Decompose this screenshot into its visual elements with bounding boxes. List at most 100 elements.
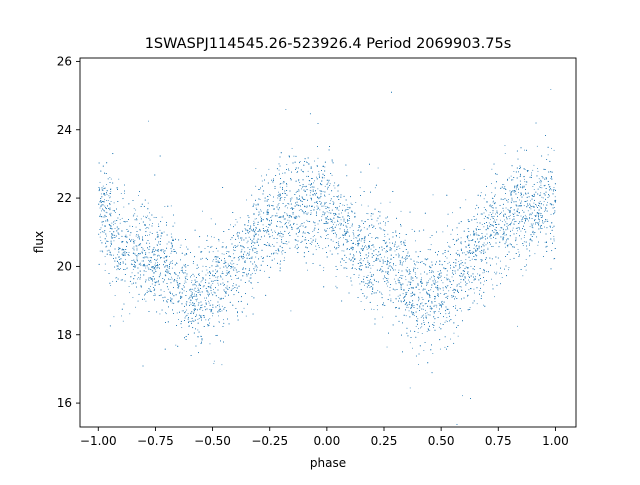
data-point xyxy=(409,387,411,389)
data-point xyxy=(101,216,103,218)
data-point xyxy=(371,308,372,310)
data-point xyxy=(337,241,339,243)
data-point xyxy=(417,331,419,333)
data-point xyxy=(552,204,554,206)
data-point xyxy=(286,222,287,223)
data-point xyxy=(503,229,504,231)
data-point xyxy=(359,283,361,285)
data-point xyxy=(212,283,214,284)
data-point xyxy=(106,216,107,217)
data-point xyxy=(367,213,369,215)
data-point xyxy=(437,271,439,272)
data-point xyxy=(540,192,542,194)
data-point xyxy=(321,184,323,186)
data-point xyxy=(278,203,280,204)
data-point xyxy=(389,290,391,292)
data-point xyxy=(397,278,399,280)
data-point xyxy=(430,276,432,278)
data-point xyxy=(530,214,532,216)
data-point xyxy=(525,269,527,271)
data-point xyxy=(544,184,546,186)
data-point xyxy=(490,238,492,240)
data-point xyxy=(146,290,148,292)
data-point xyxy=(338,224,339,226)
data-point xyxy=(153,254,155,256)
data-point xyxy=(520,174,521,176)
data-point xyxy=(311,244,312,245)
data-point xyxy=(149,224,150,226)
data-point xyxy=(147,259,149,261)
data-point xyxy=(542,221,543,223)
data-point xyxy=(524,235,525,236)
data-point xyxy=(402,275,404,277)
data-point xyxy=(135,306,136,308)
data-point xyxy=(153,249,154,251)
data-point xyxy=(414,272,416,273)
data-point xyxy=(284,223,286,225)
data-point xyxy=(462,395,463,397)
data-point xyxy=(128,230,129,232)
data-point xyxy=(328,181,330,183)
data-point xyxy=(470,234,471,236)
data-point xyxy=(210,218,212,220)
data-point xyxy=(466,251,468,253)
data-point xyxy=(106,250,108,252)
data-point xyxy=(449,311,450,313)
data-point xyxy=(284,206,286,208)
data-point xyxy=(351,249,353,251)
data-point xyxy=(110,191,112,193)
data-point xyxy=(514,187,516,189)
data-point xyxy=(193,283,195,285)
data-point xyxy=(185,303,187,305)
data-point xyxy=(232,253,234,255)
data-point xyxy=(208,302,210,304)
data-point xyxy=(507,238,508,240)
data-point xyxy=(412,287,414,289)
data-point xyxy=(147,234,148,236)
data-point xyxy=(508,199,509,200)
data-point xyxy=(299,161,301,162)
data-point xyxy=(238,259,240,261)
data-point xyxy=(548,186,550,188)
data-point xyxy=(323,267,325,269)
data-point xyxy=(222,271,223,273)
data-point xyxy=(398,269,400,271)
data-point xyxy=(138,277,140,278)
data-point xyxy=(217,277,219,279)
data-point xyxy=(284,199,285,201)
data-point xyxy=(450,287,452,288)
data-point xyxy=(553,149,555,151)
data-point xyxy=(279,186,281,188)
data-point xyxy=(260,209,261,211)
data-point xyxy=(117,265,119,267)
data-point xyxy=(474,269,476,271)
data-point xyxy=(254,232,256,234)
data-point xyxy=(158,295,160,297)
data-point xyxy=(476,303,478,305)
data-point xyxy=(370,281,372,283)
data-point xyxy=(467,238,469,240)
data-point xyxy=(326,235,327,236)
data-point xyxy=(148,242,150,244)
data-point xyxy=(525,184,527,186)
data-point xyxy=(416,308,418,309)
data-point xyxy=(510,207,511,209)
data-point xyxy=(349,207,351,209)
data-point xyxy=(129,234,131,236)
data-point xyxy=(255,185,257,187)
data-point xyxy=(310,238,312,239)
data-point xyxy=(207,272,209,274)
data-point xyxy=(341,250,343,252)
data-point xyxy=(409,342,411,344)
data-point xyxy=(307,162,308,164)
data-point xyxy=(501,221,503,223)
data-point xyxy=(358,274,360,276)
data-point xyxy=(426,292,428,294)
data-point xyxy=(474,292,475,294)
data-point xyxy=(154,269,156,271)
data-point xyxy=(447,242,449,244)
data-point xyxy=(357,229,359,231)
data-point xyxy=(372,265,374,266)
data-point xyxy=(312,231,314,233)
data-point xyxy=(106,245,108,247)
